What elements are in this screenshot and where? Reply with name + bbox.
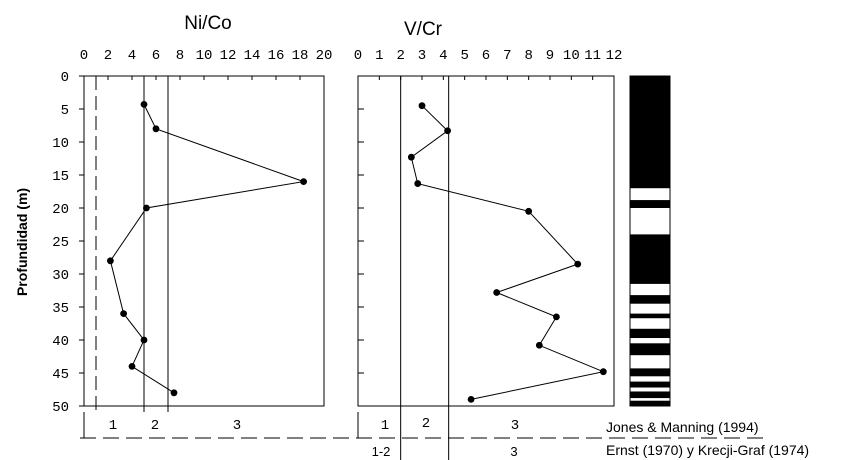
nico-x-ticks: 0 2 4 6 8 10 12 14 16 18 20	[80, 48, 333, 80]
column-band-11	[630, 400, 670, 406]
nico-data-point-2	[152, 125, 160, 133]
nico-data-point-8	[128, 363, 136, 370]
nico-y-tick-label: 30	[52, 268, 69, 284]
vcr-thresholds	[400, 76, 450, 460]
vcr-data-point-8	[553, 313, 560, 321]
nico-chart-title: Ni/Co	[184, 13, 232, 34]
nico-x-tick-label: 16	[268, 48, 285, 64]
vcr-data-point-9	[535, 341, 543, 349]
vcr-x-tick-label: 9	[546, 48, 554, 64]
vcr-x-tick-label: 0	[354, 48, 362, 64]
vcr-x-tick-label: 8	[524, 48, 532, 64]
column-band-2	[630, 200, 670, 208]
vcr-y-ticks	[358, 75, 364, 407]
nico-zone-label-1: 1	[109, 418, 117, 434]
vcr-x-ticks: 0 1 2 3 4 5 6 7 8 9 10 11 12	[354, 48, 623, 80]
vcr-data-point-4	[414, 180, 422, 187]
vcr-series-line	[410, 105, 605, 400]
column-band-1	[630, 76, 670, 189]
nico-data-point-7	[140, 336, 148, 344]
nico-y-tick-label: 40	[52, 334, 69, 350]
vcr-data-point-10	[599, 368, 607, 376]
nico-x-tick-label: 0	[80, 48, 88, 64]
nico-y-tick-label: 45	[52, 367, 69, 383]
vcr-plot-frame	[357, 75, 615, 407]
vcr-x-tick-label: 12	[606, 48, 623, 64]
lithology-column	[629, 75, 671, 407]
vcr-data-point-3	[407, 153, 415, 161]
nico-y-tick-label: 20	[52, 202, 69, 218]
nico-x-tick-label: 12	[220, 48, 237, 64]
vcr-data-point-5	[525, 207, 533, 215]
nico-x-tick-label: 2	[104, 48, 112, 64]
vcr-x-tick-label: 4	[439, 48, 447, 64]
nico-y-tick-label: 50	[52, 400, 69, 416]
vcr-lower-zone-label-1-2: 1-2	[372, 444, 391, 459]
reference-jones-manning: Jones & Manning (1994)	[606, 419, 759, 435]
column-band-9	[630, 381, 670, 388]
vcr-x-tick-label: 5	[460, 48, 468, 64]
vcr-x-tick-label: 6	[482, 48, 490, 64]
column-band-4	[630, 295, 670, 304]
nico-x-tick-label: 4	[128, 48, 136, 64]
nico-data-point-1	[140, 100, 148, 108]
nico-y-ticks: 0 5 10 15 20 25 30 35 40 45 50	[52, 70, 84, 416]
nico-data-point-9	[170, 389, 178, 397]
nico-y-tick-label: 0	[61, 70, 69, 86]
vcr-x-tick-label: 1	[375, 48, 383, 64]
nico-chart: Ni/Co Profundidad (m) 0 2 4 6 8 10 12 14 16 18 20 …	[14, 13, 332, 434]
vcr-x-tick-label: 2	[396, 48, 404, 64]
nico-x-tick-label: 18	[292, 48, 309, 64]
reference-lines	[80, 412, 770, 439]
vcr-x-tick-label: 10	[563, 48, 580, 64]
nico-data-point-6	[120, 310, 127, 317]
vcr-x-tick-label: 11	[584, 48, 601, 64]
nico-zone-label-2: 2	[151, 418, 159, 434]
vcr-data-point-1	[418, 102, 426, 110]
nico-x-tick-label: 6	[152, 48, 160, 64]
vcr-x-tick-label: 3	[418, 48, 426, 64]
vcr-lower-zone-label-3: 3	[510, 444, 517, 459]
vcr-data-point-6	[574, 260, 582, 268]
nico-x-tick-label: 8	[176, 48, 184, 64]
column-band-10	[630, 391, 670, 399]
column-band-8	[630, 368, 670, 377]
column-band-6	[630, 328, 670, 339]
column-bands	[630, 76, 670, 406]
vcr-series-points	[407, 102, 607, 403]
nico-series-line	[109, 104, 306, 394]
nico-y-tick-label: 35	[52, 301, 69, 317]
vcr-x-tick-label: 7	[503, 48, 511, 64]
column-band-5	[630, 313, 670, 319]
nico-x-tick-label: 14	[244, 48, 261, 64]
nico-x-tick-label: 20	[316, 48, 333, 64]
vcr-data-point-11	[467, 396, 475, 403]
vcr-zone-label-1: 1	[381, 418, 389, 434]
nico-zone-label-3: 3	[233, 418, 241, 434]
vcr-zone-label-2: 2	[422, 416, 430, 432]
nico-plot-frame	[83, 75, 325, 407]
vcr-data-point-2	[444, 127, 451, 135]
vcr-chart-title: V/Cr	[404, 19, 443, 40]
nico-thresholds	[95, 76, 169, 412]
reference-ernst-krecji-graf: Ernst (1970) y Krecji-Graf (1974)	[606, 442, 809, 458]
column-band-7	[630, 343, 670, 356]
nico-series-points	[107, 100, 307, 397]
nico-data-point-3	[300, 178, 307, 186]
nico-y-tick-label: 10	[52, 136, 69, 152]
nico-y-tick-label: 25	[52, 235, 69, 251]
column-band-3	[630, 234, 670, 284]
nico-data-point-4	[143, 204, 150, 212]
vcr-zone-label-3: 3	[511, 418, 519, 434]
nico-y-tick-label: 15	[52, 169, 69, 185]
y-axis-label: Profundidad (m)	[14, 188, 30, 296]
vcr-chart: V/Cr 0 1 2 3 4 5 6 7 8 9 10 11 12 1 2 3 1-2 3	[354, 19, 623, 460]
nico-y-tick-label: 5	[61, 103, 69, 119]
nico-x-tick-label: 10	[196, 48, 213, 64]
nico-data-point-5	[107, 257, 114, 265]
vcr-data-point-7	[493, 289, 501, 296]
